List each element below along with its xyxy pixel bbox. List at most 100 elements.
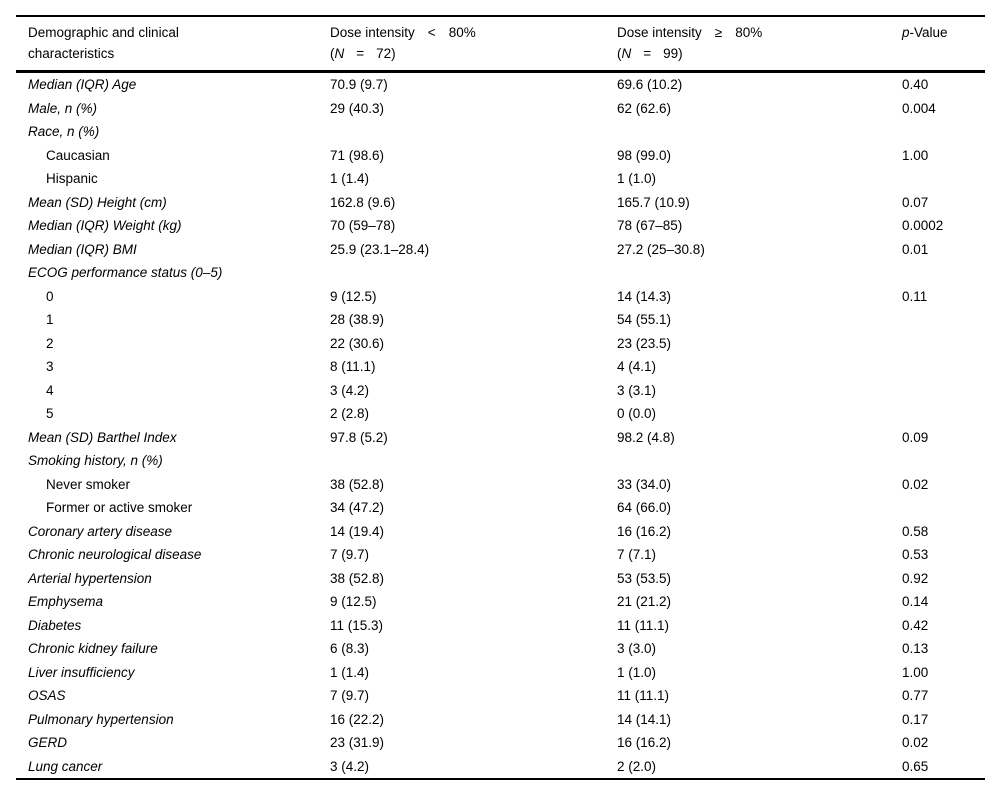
row-label: Median (IQR) BMI xyxy=(28,241,137,257)
row-value-lt80: 3 (4.2) xyxy=(330,382,370,398)
row-value-lt80: 162.8 (9.6) xyxy=(330,194,396,210)
row-value-lt80: 34 (47.2) xyxy=(330,500,385,515)
row-pvalue: 0.02 xyxy=(902,476,929,492)
row-label-cell: Chronic kidney failure xyxy=(16,637,318,661)
header-label-line1: Demographic and clinical xyxy=(28,25,179,40)
table-row: 2 22 (30.6) 23 (23.5) xyxy=(16,332,985,356)
table-row: 4 3 (4.2) 3 (3.1) xyxy=(16,379,985,403)
header-group1-threshold: 80% xyxy=(448,25,476,40)
header-group1-title-line: Dose intensity <80% xyxy=(330,22,605,43)
row-pvalue: 0.004 xyxy=(902,100,936,116)
row-value-ge80: 21 (21.2) xyxy=(617,594,672,609)
table-row: Median (IQR) Age 70.9 (9.7) 69.6 (10.2) … xyxy=(16,73,985,97)
row-pvalue: 0.77 xyxy=(902,688,929,703)
table-header-row: Demographic and clinical characteristics… xyxy=(16,15,985,73)
row-pvalue: 0.11 xyxy=(902,288,928,304)
row-value-lt80: 23 (31.9) xyxy=(330,735,385,750)
table-row: Coronary artery disease 14 (19.4) 16 (16… xyxy=(16,520,985,544)
row-label-cell: OSAS xyxy=(16,684,318,708)
row-label: GERD xyxy=(28,735,68,750)
row-pvalue xyxy=(890,120,985,144)
table-row: Lung cancer 3 (4.2) 2 (2.0) 0.65 xyxy=(16,755,985,779)
row-label-cell: Coronary artery disease xyxy=(16,520,318,544)
row-label-cell: Former or active smoker xyxy=(16,496,318,520)
row-label: Lung cancer xyxy=(28,758,103,774)
row-value-ge80: 64 (66.0) xyxy=(617,500,672,515)
row-value-lt80: 97.8 (5.2) xyxy=(330,429,388,445)
row-value-lt80: 25.9 (23.1–28.4) xyxy=(330,241,430,257)
row-value-lt80: 22 (30.6) xyxy=(330,335,385,351)
row-value-ge80: 11 (11.1) xyxy=(617,688,670,703)
row-label: Median (IQR) Weight (kg) xyxy=(28,218,182,233)
row-value-lt80: 14 (19.4) xyxy=(330,523,385,539)
row-label: 3 xyxy=(46,359,54,374)
row-pvalue: 0.13 xyxy=(902,641,929,656)
row-label: 2 xyxy=(46,335,54,351)
row-value-ge80 xyxy=(605,120,890,144)
row-value-ge80: 3 (3.0) xyxy=(617,641,657,656)
row-label-cell: Median (IQR) Age xyxy=(16,73,318,97)
row-label-cell: 1 xyxy=(16,308,318,332)
table-row: Hispanic 1 (1.4) 1 (1.0) xyxy=(16,167,985,191)
row-label: Emphysema xyxy=(28,594,104,609)
table-row: Mean (SD) Barthel Index 97.8 (5.2) 98.2 … xyxy=(16,426,985,450)
table-row: Chronic neurological disease 7 (9.7) 7 (… xyxy=(16,543,985,567)
table-row: Mean (SD) Height (cm) 162.8 (9.6) 165.7 … xyxy=(16,191,985,215)
row-label-cell: Chronic neurological disease xyxy=(16,543,318,567)
row-value-lt80: 6 (8.3) xyxy=(330,641,370,656)
row-value-lt80: 8 (11.1) xyxy=(330,359,376,374)
row-value-ge80: 16 (16.2) xyxy=(617,735,672,750)
row-pvalue xyxy=(890,261,985,285)
row-label-cell: Caucasian xyxy=(16,144,318,168)
row-label: Mean (SD) Barthel Index xyxy=(28,429,177,445)
table-row: ECOG performance status (0–5) xyxy=(16,261,985,285)
row-value-lt80: 70 (59–78) xyxy=(330,218,396,233)
row-pvalue: 0.42 xyxy=(902,617,929,633)
row-pvalue xyxy=(890,449,985,473)
table-row: Race, n (%) xyxy=(16,120,985,144)
row-label: Race, n (%) xyxy=(28,124,100,139)
row-label-cell: Liver insufficiency xyxy=(16,661,318,685)
table-row: Emphysema 9 (12.5) 21 (21.2) 0.14 xyxy=(16,590,985,614)
row-value-lt80: 38 (52.8) xyxy=(330,476,385,492)
row-label: Chronic kidney failure xyxy=(28,641,158,656)
row-pvalue: 0.01 xyxy=(902,241,929,257)
row-label: Pulmonary hypertension xyxy=(28,711,174,727)
row-value-lt80: 16 (22.2) xyxy=(330,711,385,727)
row-label: ECOG performance status (0–5) xyxy=(28,265,223,280)
row-value-lt80: 1 (1.4) xyxy=(330,664,370,680)
row-label-cell: 5 xyxy=(16,402,318,426)
row-value-ge80: 23 (23.5) xyxy=(617,335,672,351)
header-group2-title: Dose intensity xyxy=(617,25,702,40)
row-pvalue: 0.40 xyxy=(902,77,929,92)
table-row: 5 2 (2.8) 0 (0.0) xyxy=(16,402,985,426)
table-row: OSAS 7 (9.7) 11 (11.1) 0.77 xyxy=(16,684,985,708)
table-row: 1 28 (38.9) 54 (55.1) xyxy=(16,308,985,332)
row-value-lt80 xyxy=(318,261,605,285)
equals-symbol: = xyxy=(356,46,365,61)
row-pvalue xyxy=(890,355,985,379)
row-value-lt80: 28 (38.9) xyxy=(330,312,385,327)
n-symbol: N xyxy=(334,46,345,61)
row-label-cell: Race, n (%) xyxy=(16,120,318,144)
row-pvalue: 1.00 xyxy=(902,147,929,163)
header-group2-title-line: Dose intensity ≥80% xyxy=(617,22,890,43)
table-row: GERD 23 (31.9) 16 (16.2) 0.02 xyxy=(16,731,985,755)
row-value-lt80: 70.9 (9.7) xyxy=(330,77,388,92)
row-pvalue: 0.0002 xyxy=(902,218,944,233)
row-label-cell: Emphysema xyxy=(16,590,318,614)
row-label: Coronary artery disease xyxy=(28,523,173,539)
row-label: 0 xyxy=(46,288,54,304)
row-pvalue: 0.17 xyxy=(902,711,929,727)
row-label: 4 xyxy=(46,382,54,398)
row-value-ge80: 1 (1.0) xyxy=(617,171,657,186)
row-pvalue: 0.02 xyxy=(902,735,929,750)
row-label-cell: Median (IQR) Weight (kg) xyxy=(16,214,318,238)
less-than-symbol: < xyxy=(427,25,436,40)
header-label-line2: characteristics xyxy=(28,46,115,61)
row-value-ge80: 16 (16.2) xyxy=(617,523,672,539)
row-label-cell: Lung cancer xyxy=(16,755,318,779)
row-value-ge80: 2 (2.0) xyxy=(617,758,657,774)
row-label-cell: Mean (SD) Height (cm) xyxy=(16,191,318,215)
row-label: OSAS xyxy=(28,688,66,703)
